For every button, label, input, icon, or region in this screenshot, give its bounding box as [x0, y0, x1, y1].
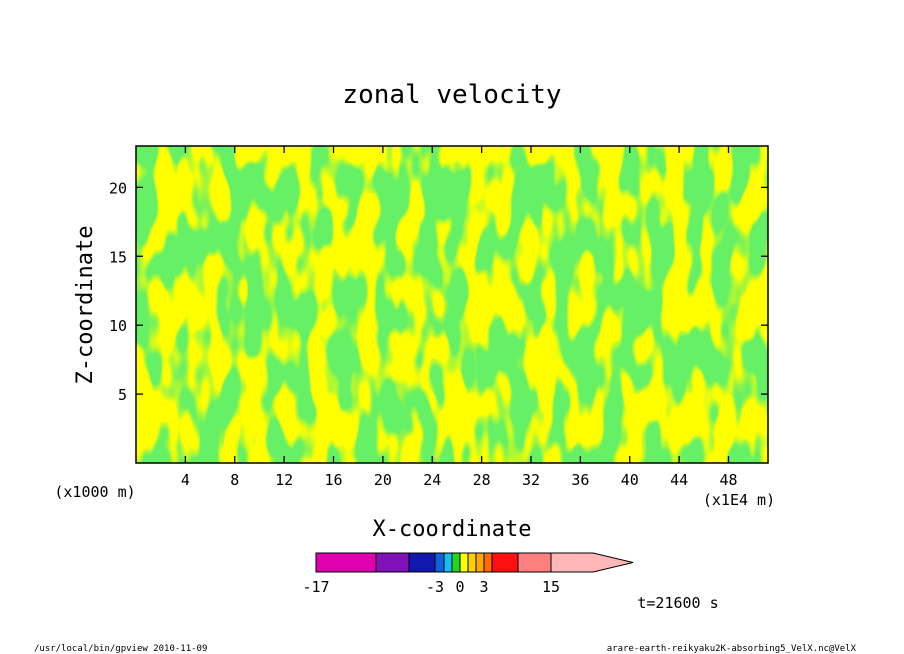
colorbar-extend-arrow	[550, 552, 634, 573]
y-tick-label: 20	[109, 179, 127, 197]
x-tick-label: 32	[522, 471, 540, 489]
x-tick-label: 12	[275, 471, 293, 489]
footer-right: arare-earth-reikyaku2K-absorbing5_VelX.n…	[607, 644, 857, 654]
y-tick-label: 5	[118, 386, 127, 404]
colorbar-segment	[483, 552, 493, 573]
colorbar-segment	[408, 552, 436, 573]
colorbar-tick-label: 0	[455, 578, 464, 596]
colorbar-tick-label: -17	[302, 578, 329, 596]
colorbar-segment	[459, 552, 469, 573]
x-tick-label: 8	[230, 471, 239, 489]
colorbar-segment	[491, 552, 519, 573]
colorbar-segment	[467, 552, 477, 573]
colorbar-segment	[434, 552, 445, 573]
negative-region	[136, 146, 768, 463]
colorbar-tick-label: 15	[542, 578, 560, 596]
x-tick-label: 24	[423, 471, 441, 489]
y-units-label: (x1000 m)	[54, 483, 135, 501]
colorbar	[315, 552, 634, 573]
y-tick-label: 15	[109, 248, 127, 266]
x-tick-label: 36	[571, 471, 589, 489]
heatmap-field	[136, 146, 768, 463]
y-tick-label: 10	[109, 317, 127, 335]
x-tick-label: 44	[670, 471, 688, 489]
colorbar-segment	[451, 552, 461, 573]
time-label: t=21600 s	[637, 594, 718, 612]
footer-left: /usr/local/bin/gpview 2010-11-09	[34, 644, 207, 654]
x-tick-label: 28	[473, 471, 491, 489]
x-tick-label: 48	[719, 471, 737, 489]
colorbar-segment	[375, 552, 410, 573]
x-tick-label: 16	[324, 471, 342, 489]
x-units-label: (x1E4 m)	[703, 491, 775, 509]
y-axis: 5 10 15 20	[109, 179, 768, 404]
plot-frame	[135, 145, 769, 464]
x-tick-label: 20	[374, 471, 392, 489]
x-axis: 4 8 12 16 20 24 28 32 36 40 44 48	[181, 146, 738, 489]
colorbar-segment	[517, 552, 552, 573]
colorbar-segment	[315, 552, 377, 573]
colorbar-segment	[475, 552, 485, 573]
x-tick-label: 40	[621, 471, 639, 489]
colorbar-tick-label: 3	[479, 578, 488, 596]
x-axis-label: X-coordinate	[373, 517, 532, 542]
y-axis-label: Z-coordinate	[73, 226, 98, 385]
colorbar-segment	[443, 552, 453, 573]
colorbar-tick-label: -3	[426, 578, 444, 596]
chart-title: zonal velocity	[342, 80, 561, 110]
x-tick-label: 4	[181, 471, 190, 489]
colorbar-tick-labels: -17 -3 0 3 15	[302, 578, 560, 596]
